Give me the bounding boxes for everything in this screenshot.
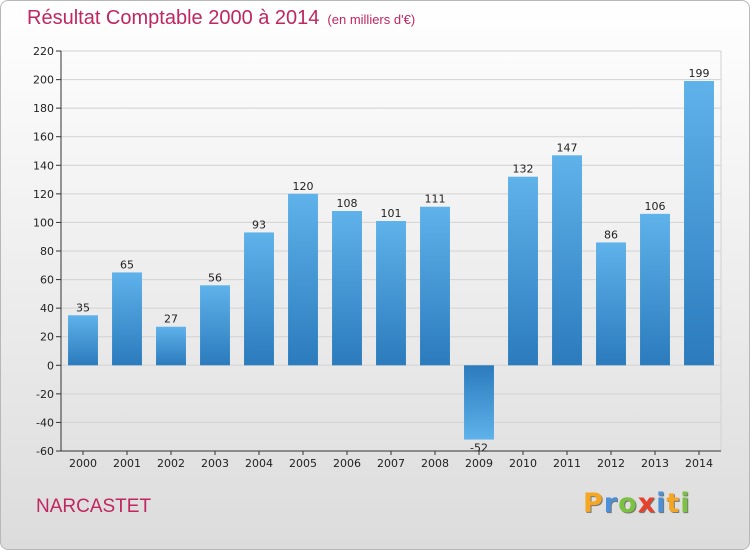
x-tick-label: 2008 — [421, 457, 449, 470]
y-tick-label: 20 — [40, 331, 54, 344]
x-tick-label: 2001 — [113, 457, 141, 470]
logo-letter: r — [603, 488, 619, 519]
chart-title-text: Résultat Comptable 2000 à 2014 — [27, 7, 320, 29]
bar-2002 — [156, 326, 186, 366]
y-tick-label: -40 — [36, 416, 54, 429]
proxiti-logo: Proxiti — [583, 488, 691, 519]
y-tick-label: 220 — [33, 45, 54, 58]
data-label: 120 — [293, 180, 314, 193]
data-label: 108 — [337, 197, 358, 210]
data-label: 65 — [120, 258, 134, 271]
x-tick-label: 2012 — [597, 457, 625, 470]
bar-2014 — [684, 81, 714, 366]
logo-letter: P — [583, 488, 604, 519]
y-tick-label: 60 — [40, 274, 54, 287]
x-tick-label: 2014 — [685, 457, 713, 470]
logo-letter: x — [637, 488, 657, 519]
x-tick-label: 2002 — [157, 457, 185, 470]
data-label: 35 — [76, 301, 90, 314]
y-tick-label: 80 — [40, 245, 54, 258]
bar-2000 — [68, 315, 98, 366]
logo-letter: o — [618, 488, 638, 519]
bar-2009 — [464, 365, 494, 440]
chart-title: Résultat Comptable 2000 à 2014 (en millie… — [27, 7, 415, 30]
data-label: -52 — [470, 442, 488, 455]
x-tick-label: 2009 — [465, 457, 493, 470]
data-label: 27 — [164, 313, 178, 326]
data-label: 106 — [645, 200, 666, 213]
bar-2004 — [244, 232, 274, 366]
logo-letter: i — [680, 488, 691, 519]
y-tick-label: -60 — [36, 445, 54, 458]
data-label: 111 — [425, 193, 446, 206]
data-label: 199 — [689, 67, 710, 80]
data-label: 101 — [381, 207, 402, 220]
x-tick-label: 2000 — [69, 457, 97, 470]
x-tick-label: 2007 — [377, 457, 405, 470]
logo-letter: i — [656, 488, 667, 519]
bar-2006 — [332, 211, 362, 366]
y-tick-label: 120 — [33, 188, 54, 201]
logo-letter: t — [666, 488, 681, 519]
chart-subtitle: (en milliers d'€) — [327, 12, 416, 27]
y-tick-label: 160 — [33, 131, 54, 144]
y-tick-label: 200 — [33, 74, 54, 87]
x-tick-label: 2004 — [245, 457, 273, 470]
y-tick-label: 180 — [33, 102, 54, 115]
x-tick-label: 2010 — [509, 457, 537, 470]
y-tick-label: -20 — [36, 388, 54, 401]
data-label: 147 — [557, 141, 578, 154]
bar-2003 — [200, 285, 230, 366]
x-tick-label: 2013 — [641, 457, 669, 470]
x-tick-label: 2003 — [201, 457, 229, 470]
bar-2010 — [508, 176, 538, 366]
y-tick-label: 100 — [33, 216, 54, 229]
data-label: 56 — [208, 271, 222, 284]
bar-2012 — [596, 242, 626, 366]
bar-2001 — [112, 272, 142, 366]
bar-2007 — [376, 221, 406, 366]
x-tick-label: 2006 — [333, 457, 361, 470]
bar-2005 — [288, 193, 318, 366]
y-tick-label: 40 — [40, 302, 54, 315]
data-label: 86 — [604, 228, 618, 241]
y-tick-label: 140 — [33, 159, 54, 172]
place-name: NARCASTET — [36, 496, 152, 517]
x-tick-label: 2011 — [553, 457, 581, 470]
bar-2011 — [552, 155, 582, 366]
data-label: 93 — [252, 218, 266, 231]
y-tick-label: 0 — [47, 359, 54, 372]
data-label: 132 — [513, 163, 534, 176]
bar-2013 — [640, 213, 670, 366]
bar-2008 — [420, 206, 450, 366]
x-tick-label: 2005 — [289, 457, 317, 470]
